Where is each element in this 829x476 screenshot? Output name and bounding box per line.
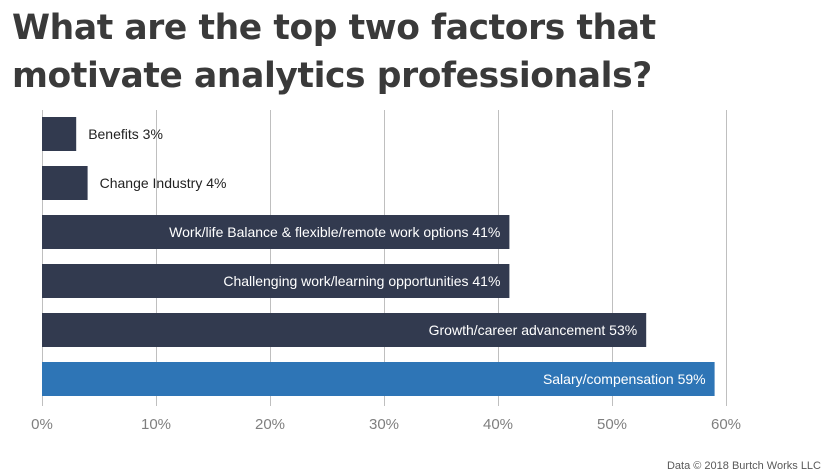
- data-label-4: Challenging work/learning opportunities …: [223, 273, 500, 289]
- gridlines: [42, 110, 727, 406]
- x-axis-ticks: 0% 10% 20% 30% 40% 50% 60%: [31, 416, 741, 433]
- x-tick-label-40: 40%: [483, 416, 513, 433]
- bars: [42, 117, 715, 396]
- bar-2: [42, 166, 88, 200]
- data-label-3: Work/life Balance & flexible/remote work…: [169, 224, 500, 240]
- bar-5: [42, 313, 647, 347]
- data-label-2: Change Industry 4%: [100, 175, 227, 191]
- x-tick-label-20: 20%: [255, 416, 285, 433]
- x-tick-label-50: 50%: [597, 416, 627, 433]
- x-tick-label-60: 60%: [711, 416, 741, 433]
- data-source-footer: Data © 2018 Burtch Works LLC: [666, 460, 821, 472]
- bar-1: [42, 117, 77, 151]
- bar-4: [42, 264, 510, 298]
- bar-3: [42, 215, 510, 249]
- x-tick-label-10: 10%: [141, 416, 171, 433]
- x-tick-label-0: 0%: [31, 416, 53, 433]
- data-label-1: Benefits 3%: [88, 126, 163, 142]
- data-label-6: Salary/compensation 59%: [543, 371, 706, 387]
- bar-6: [42, 362, 715, 396]
- data-label-5: Growth/career advancement 53%: [429, 322, 638, 338]
- data-labels: Benefits 3% Change Industry 4% Work/life B…: [88, 126, 705, 387]
- chart-title: What are the top two factors that motiva…: [12, 8, 656, 96]
- x-tick-label-30: 30%: [369, 416, 399, 433]
